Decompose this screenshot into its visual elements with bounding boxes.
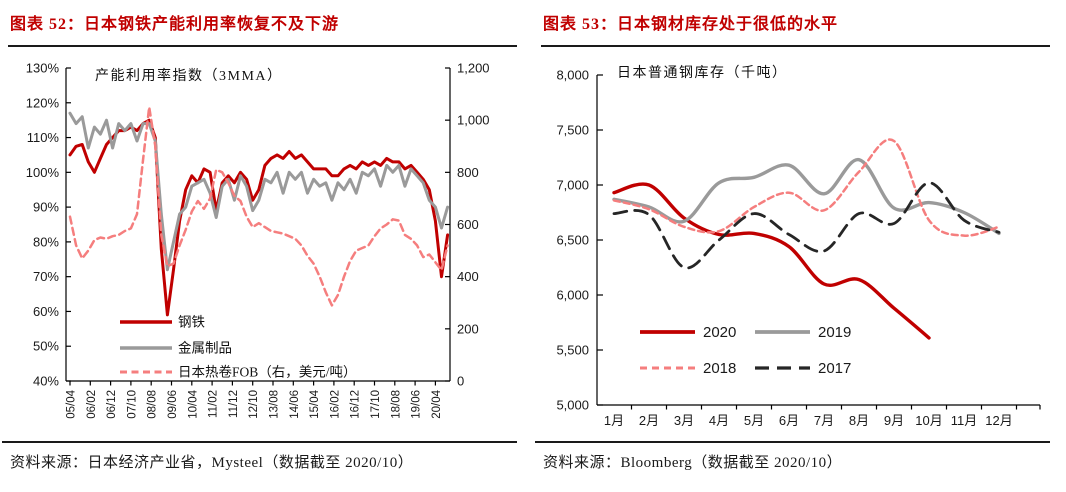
series-y2019 <box>612 158 1001 236</box>
chart-inner-title: 日本普通钢库存（千吨） <box>617 65 788 81</box>
x-axis: 1月 2月 3月 4月 5月 6月 7月 8月 9月 10月 11月 12月 <box>604 405 1041 428</box>
x-tick-label: 11/02 <box>208 390 220 418</box>
legend: 2020 2019 2018 2017 <box>640 324 851 377</box>
figure-53-title: 图表 53：日本钢材库存处于很低的水平 <box>543 16 839 33</box>
y-right-tick-label: 600 <box>457 217 479 232</box>
y-axis: 8,000 7,500 7,000 6,500 6,000 5,500 5,000 <box>556 68 603 413</box>
y-left-tick-label: 90% <box>33 200 59 215</box>
x-tick-label: 06/02 <box>86 390 98 419</box>
x-tick-label: 19/06 <box>411 390 423 419</box>
chart-inner-title: 产能利用率指数（3MMA） <box>95 67 283 84</box>
x-tick-label: 06/12 <box>106 390 118 419</box>
month-label: 4月 <box>709 413 729 428</box>
series-y2018 <box>612 138 1001 237</box>
x-tick-label: 20/04 <box>431 389 443 418</box>
x-tick-label: 14/06 <box>289 390 301 419</box>
x-tick-label: 15/04 <box>309 389 321 418</box>
x-tick-label: 07/10 <box>126 390 138 419</box>
y-left-tick-label: 130% <box>26 61 60 76</box>
month-label: 7月 <box>814 413 834 428</box>
y-left-tick-label: 100% <box>26 165 60 180</box>
steel-inventory-chart: 8,000 7,500 7,000 6,500 6,000 5,500 5,000 1月 2月 3… <box>556 65 1041 428</box>
title-divider <box>541 45 1050 47</box>
y-tick-label: 5,500 <box>556 343 589 358</box>
y-tick-label: 7,000 <box>556 178 589 193</box>
y-tick-label: 6,500 <box>556 233 589 248</box>
y-tick-label: 8,000 <box>556 68 589 83</box>
y-axis-left: 130% 120% 110% 100% 90% 80% 70% 60% 50% 40% <box>26 61 71 389</box>
x-tick-label: 16/02 <box>329 390 341 419</box>
legend-label-y2019: 2019 <box>818 324 851 341</box>
figure-52-title: 图表 52：日本钢铁产能利用率恢复不及下游 <box>10 16 340 33</box>
x-tick-label: 09/06 <box>167 390 179 419</box>
y-left-tick-label: 60% <box>33 304 59 319</box>
x-tick-label: 12/10 <box>248 390 260 419</box>
figure-52-source: 资料来源：日本经济产业省，Mysteel（数据截至 2020/10） <box>10 455 414 471</box>
month-label: 11月 <box>951 413 978 428</box>
y-left-tick-label: 40% <box>33 374 59 389</box>
legend-label-japan-hrc-fob: 日本热卷FOB（右，美元/吨） <box>178 365 357 380</box>
month-label: 1月 <box>604 413 624 428</box>
y-tick-label: 7,500 <box>556 123 589 138</box>
y-right-tick-label: 800 <box>457 165 479 180</box>
y-left-tick-label: 110% <box>27 130 60 145</box>
y-right-tick-label: 400 <box>457 269 479 284</box>
month-label: 9月 <box>884 413 904 428</box>
series-japan-hrc-fob <box>68 105 449 307</box>
legend-label-y2020: 2020 <box>703 324 736 341</box>
x-tick-label: 18/08 <box>390 390 402 419</box>
x-tick-label: 16/12 <box>350 390 362 419</box>
axes <box>596 75 1040 406</box>
y-right-tick-label: 1,000 <box>457 113 490 128</box>
month-label: 12月 <box>985 413 1012 428</box>
y-right-tick-label: 1,200 <box>457 61 490 76</box>
figure-52-panel: 图表 52：日本钢铁产能利用率恢复不及下游 130% 120% 110% 100% 90… <box>2 16 517 471</box>
series-metal-products <box>68 111 450 272</box>
legend-label-metal-products: 金属制品 <box>178 341 232 356</box>
x-tick-label: 17/10 <box>370 390 382 419</box>
x-axis: 05/04 06/02 06/12 07/10 08/08 09/06 10/04 11/02… <box>66 381 443 419</box>
figure-53-panel: 图表 53：日本钢材库存处于很低的水平 8,000 7,500 7,000 6,500… <box>533 0 1066 492</box>
y-left-tick-label: 70% <box>33 269 59 284</box>
legend-label-y2017: 2017 <box>818 360 851 377</box>
y-left-tick-label: 120% <box>26 95 60 110</box>
capacity-utilization-chart: 130%120%110%100%90%80%70%60%50%40%1,2001… <box>26 61 490 419</box>
bottom-divider <box>535 441 1050 443</box>
month-label: 2月 <box>639 413 659 428</box>
bottom-divider <box>2 441 517 443</box>
y-tick-label: 6,000 <box>556 288 589 303</box>
x-tick-label: 08/08 <box>147 390 159 419</box>
month-label: 6月 <box>779 413 799 428</box>
month-label: 5月 <box>744 413 764 428</box>
series-y2017 <box>612 181 1001 270</box>
y-left-tick-label: 50% <box>33 339 59 354</box>
month-label: 8月 <box>849 413 869 428</box>
x-tick-label: 13/08 <box>269 390 281 419</box>
x-tick-label: 10/04 <box>187 389 199 418</box>
legend-label-steel: 钢铁 <box>178 315 205 330</box>
y-right-tick-label: 200 <box>457 321 479 336</box>
y-left-tick-label: 80% <box>33 234 59 249</box>
series-steel <box>68 118 450 317</box>
x-tick-label: 11/12 <box>228 390 240 418</box>
y-tick-label: 5,000 <box>556 398 589 413</box>
y-right-tick-label: 0 <box>457 374 464 389</box>
legend-label-y2018: 2018 <box>703 360 736 377</box>
month-label: 10月 <box>915 413 942 428</box>
month-label: 3月 <box>674 413 694 428</box>
title-divider <box>8 45 517 47</box>
figure-53-source: 资料来源：Bloomberg（数据截至 2020/10） <box>543 455 843 471</box>
x-tick-label: 05/04 <box>66 389 78 418</box>
series-y2020 <box>612 182 931 340</box>
y-axis-right: 1,200 1,000 800 600 400 200 0 <box>445 61 490 389</box>
